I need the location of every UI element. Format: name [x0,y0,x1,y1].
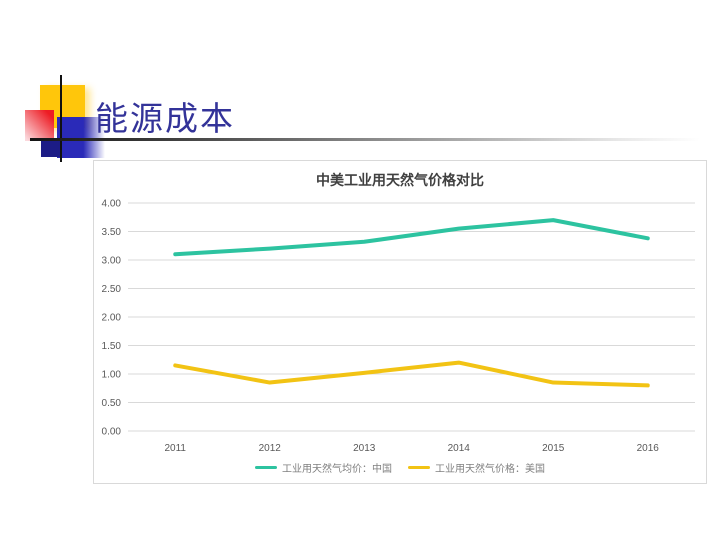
chart-title: 中美工业用天然气价格对比 [316,172,484,188]
legend-label-china: 工业用天然气均价：中国 [282,464,392,475]
y-axis-tick-label: 0.50 [102,398,122,409]
y-axis-tick-label: 1.00 [102,370,122,381]
chart-legend: 工业用天然气均价：中国 工业用天然气价格：美国 [94,460,706,475]
y-axis-tick-label: 3.50 [102,227,122,238]
line-chart: 0.00 0.50 1.00 1.50 2.00 2.50 3.00 3.50 4.00 2011… [102,199,695,454]
chart-panel: 中美工业用天然气价格对比 0.00 0.50 1.00 1.50 2.00 2.50 3.0… [93,160,707,484]
legend-item-china: 工业用天然气均价：中国 [255,460,392,475]
legend-label-us: 工业用天然气价格：美国 [435,464,545,475]
x-axis-tick-label: 2012 [259,443,282,454]
legend-item-us: 工业用天然气价格：美国 [408,460,545,475]
y-axis-tick-label: 2.00 [102,313,122,324]
page-title: 能源成本 [95,99,235,138]
x-axis-tick-label: 2015 [542,443,565,454]
x-axis-tick-label: 2011 [164,443,186,454]
y-axis-tick-label: 2.50 [102,284,122,295]
series-line-china [173,218,650,257]
title-underline-rule [30,138,700,141]
legend-line-swatch-us [408,465,430,470]
x-axis-tick-label: 2016 [637,443,660,454]
x-axis-tick-label: 2013 [353,443,376,454]
series-line-us [173,360,650,388]
ornament-vertical-line [60,75,62,162]
y-axis-tick-label: 3.00 [102,256,122,267]
y-axis-tick-label: 0.00 [102,427,122,438]
ornament-red-square [25,110,54,141]
y-axis-tick-label: 4.00 [102,199,122,210]
x-axis-tick-label: 2014 [448,443,471,454]
legend-line-swatch-china [255,465,277,470]
ornament-navy-square [41,140,60,157]
ornament-blue-square [57,117,105,158]
y-axis-tick-label: 1.50 [102,341,122,352]
